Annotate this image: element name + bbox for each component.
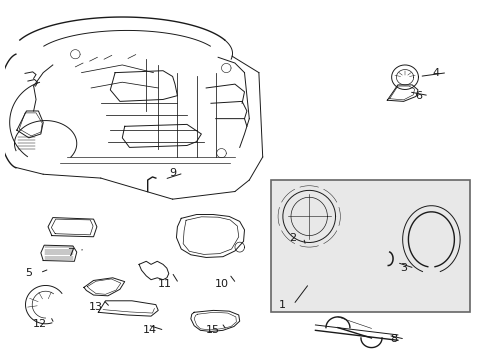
Text: 15: 15 xyxy=(205,325,219,335)
Text: 3: 3 xyxy=(400,263,407,273)
Text: 1: 1 xyxy=(279,300,285,310)
Text: 11: 11 xyxy=(157,279,171,288)
Text: 4: 4 xyxy=(432,68,439,78)
Bar xyxy=(270,180,469,312)
Text: 13: 13 xyxy=(89,302,103,312)
Text: 8: 8 xyxy=(390,334,397,344)
Text: 5: 5 xyxy=(26,268,33,278)
Text: 6: 6 xyxy=(414,91,421,101)
Text: 9: 9 xyxy=(169,168,176,178)
Text: 10: 10 xyxy=(215,279,229,288)
Text: 12: 12 xyxy=(33,319,47,329)
Text: 7: 7 xyxy=(67,248,74,258)
Text: 2: 2 xyxy=(288,233,296,243)
Text: 14: 14 xyxy=(143,325,157,335)
